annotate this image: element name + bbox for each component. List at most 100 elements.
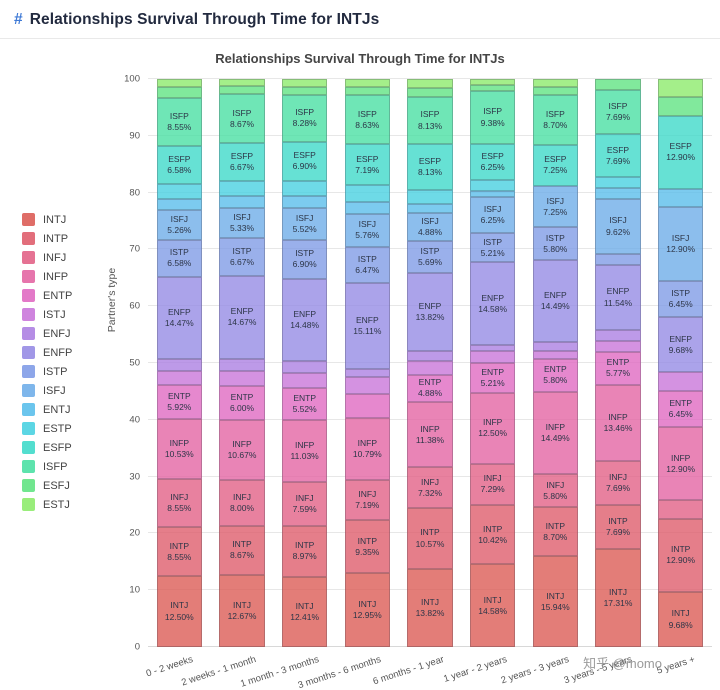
bar-segment-intp[interactable]: INTP 8.67% [219, 525, 265, 576]
legend-item-isfj[interactable]: ISFJ [22, 384, 72, 397]
bar-segment-esfj[interactable] [595, 79, 641, 91]
bar-segment-infp[interactable]: INFP 12.90% [658, 427, 704, 501]
bar-segment-estp[interactable] [344, 185, 390, 202]
bar-segment-infj[interactable]: INFJ 7.29% [470, 463, 516, 505]
bar-segment-infj[interactable]: INFJ 8.55% [156, 478, 202, 528]
bar-segment-enfp[interactable]: ENFP 15.11% [344, 283, 390, 370]
bar-segment-istp[interactable]: ISTP 5.69% [407, 240, 453, 273]
legend-item-infp[interactable]: INFP [22, 270, 72, 283]
bar-segment-enfj[interactable] [532, 342, 578, 351]
bar-segment-istj[interactable] [470, 351, 516, 363]
legend-item-istp[interactable]: ISTP [22, 365, 72, 378]
bar-segment-enfj[interactable] [470, 345, 516, 352]
bar-segment-entj[interactable] [219, 196, 265, 208]
bar-segment-entj[interactable] [407, 203, 453, 213]
stacked-bar[interactable]: INTJ 12.95% INTP 9.35% INFJ 7.19% INFP 10.79% EN… [344, 79, 390, 647]
bar-segment-istp[interactable] [595, 253, 641, 265]
bar-segment-infp[interactable]: INFP 11.38% [407, 402, 453, 467]
bar-segment-enfp[interactable]: ENFP 14.58% [470, 262, 516, 346]
bar-segment-infp[interactable]: INFP 10.79% [344, 418, 390, 480]
stacked-bar[interactable]: INTJ 12.50% INTP 8.55% INFJ 8.55% INFP 10.53% EN… [156, 79, 202, 647]
bar-segment-istj[interactable] [595, 341, 641, 353]
bar-segment-istj[interactable] [344, 377, 390, 394]
bar-segment-isfj[interactable]: ISFJ 12.90% [658, 207, 704, 281]
bar-segment-istp[interactable]: ISTP 5.80% [532, 227, 578, 261]
legend-item-esfp[interactable]: ESFP [22, 441, 72, 454]
bar-segment-istj[interactable] [658, 372, 704, 391]
bar-segment-estp[interactable] [219, 181, 265, 197]
bar-segment-istp[interactable]: ISTP 6.45% [658, 280, 704, 318]
bar-segment-estj[interactable] [156, 79, 202, 87]
bar-segment-intj[interactable]: INTJ 9.68% [658, 592, 704, 647]
bar-segment-isfj[interactable]: ISFJ 7.25% [532, 185, 578, 228]
bar-segment-entp[interactable]: ENTP 6.45% [658, 390, 704, 428]
bar-segment-enfj[interactable] [595, 330, 641, 342]
bar-segment-estp[interactable] [282, 180, 328, 197]
bar-segment-intj[interactable]: INTJ 12.50% [156, 576, 202, 647]
bar-segment-enfp[interactable]: ENFP 14.49% [532, 260, 578, 343]
stacked-bar[interactable]: INTJ 12.67% INTP 8.67% INFJ 8.00% INFP 10.67% EN… [219, 78, 265, 647]
legend-item-estj[interactable]: ESTJ [22, 498, 72, 511]
bar-segment-isfp[interactable]: ISFP 8.70% [532, 95, 578, 145]
bar-segment-infj[interactable]: INFJ 7.69% [595, 461, 641, 505]
bar-segment-esfj[interactable] [658, 97, 704, 116]
bar-segment-isfj[interactable]: ISFJ 6.25% [470, 197, 516, 233]
bar-segment-esfj[interactable] [282, 86, 328, 95]
bar-segment-entp[interactable]: ENTP 6.00% [219, 385, 265, 420]
bar-segment-infp[interactable]: INFP 13.46% [595, 384, 641, 462]
legend-item-intp[interactable]: INTP [22, 232, 72, 245]
bar-segment-esfj[interactable] [156, 86, 202, 98]
bar-segment-esfj[interactable] [344, 87, 390, 96]
bar-segment-entp[interactable] [344, 393, 390, 419]
legend-item-estp[interactable]: ESTP [22, 422, 72, 435]
legend-item-istj[interactable]: ISTJ [22, 308, 72, 321]
bar-segment-entj[interactable] [658, 188, 704, 208]
bar-segment-intj[interactable]: INTJ 14.58% [470, 564, 516, 647]
bar-segment-intj[interactable]: INTJ 12.67% [219, 575, 265, 647]
bar-segment-isfj[interactable]: ISFJ 5.76% [344, 213, 390, 247]
bar-segment-entj[interactable] [470, 191, 516, 198]
stacked-bar[interactable]: INTJ 14.58% INTP 10.42% INFJ 7.29% INFP 12.50% E… [470, 79, 516, 647]
bar-segment-infj[interactable]: INFJ 7.59% [282, 482, 328, 526]
bar-segment-isfp[interactable]: ISFP 8.55% [156, 97, 202, 147]
bar-segment-infj[interactable]: INFJ 8.00% [219, 480, 265, 526]
legend-item-intj[interactable]: INTJ [22, 213, 72, 226]
bar-segment-isfp[interactable]: ISFP 7.69% [595, 90, 641, 134]
bar-segment-esfp[interactable]: ESFP 7.19% [344, 144, 390, 186]
bar-segment-enfp[interactable]: ENFP 13.82% [407, 272, 453, 352]
bar-segment-esfj[interactable] [219, 86, 265, 94]
bar-segment-entp[interactable]: ENTP 4.88% [407, 374, 453, 403]
bar-segment-enfj[interactable] [407, 351, 453, 361]
bar-segment-intp[interactable]: INTP 8.97% [282, 525, 328, 577]
legend-item-esfj[interactable]: ESFJ [22, 479, 72, 492]
bar-segment-istp[interactable]: ISTP 5.21% [470, 232, 516, 263]
bar-segment-isfp[interactable]: ISFP 8.67% [219, 94, 265, 144]
bar-segment-intp[interactable]: INTP 8.70% [532, 507, 578, 557]
bar-segment-istp[interactable]: ISTP 6.47% [344, 246, 390, 284]
bar-segment-intp[interactable]: INTP 9.35% [344, 520, 390, 574]
bar-segment-infp[interactable]: INFP 12.50% [470, 392, 516, 464]
bar-segment-enfp[interactable]: ENFP 11.54% [595, 264, 641, 331]
stacked-bar[interactable]: INTJ 12.41% INTP 8.97% INFJ 7.59% INFP 11.03% EN… [282, 78, 328, 647]
bar-segment-intj[interactable]: INTJ 12.95% [344, 573, 390, 647]
bar-segment-isfp[interactable]: ISFP 8.63% [344, 95, 390, 145]
bar-segment-enfj[interactable] [156, 359, 202, 371]
bar-segment-enfp[interactable]: ENFP 14.48% [282, 278, 328, 362]
bar-segment-istj[interactable] [156, 370, 202, 386]
bar-segment-isfp[interactable]: ISFP 8.13% [407, 97, 453, 144]
legend-item-entp[interactable]: ENTP [22, 289, 72, 302]
bar-segment-intj[interactable]: INTJ 17.31% [595, 548, 641, 647]
bar-segment-infj[interactable]: INFJ 5.80% [532, 474, 578, 508]
bar-segment-estj[interactable] [344, 79, 390, 88]
bar-segment-infp[interactable]: INFP 10.53% [156, 419, 202, 479]
bar-segment-intp[interactable]: INTP 12.90% [658, 518, 704, 593]
header-hash-link[interactable]: # [14, 11, 23, 28]
bar-segment-infj[interactable]: INFJ 7.32% [407, 466, 453, 509]
stacked-bar[interactable]: INTJ 17.31% INTP 7.69% INFJ 7.69% INFP 13.46% EN… [595, 79, 641, 647]
stacked-bar[interactable]: INTJ 15.94% INTP 8.70% INFJ 5.80% INFP 14.49% EN… [532, 78, 578, 647]
stacked-bar[interactable]: INTJ 9.68% INTP 12.90% INFP 12.90% ENTP 6.45% EN… [658, 78, 704, 647]
bar-segment-esfj[interactable] [470, 84, 516, 91]
bar-segment-estj[interactable] [407, 78, 453, 89]
bar-segment-isfp[interactable]: ISFP 8.28% [282, 94, 328, 142]
legend-item-enfj[interactable]: ENFJ [22, 327, 72, 340]
